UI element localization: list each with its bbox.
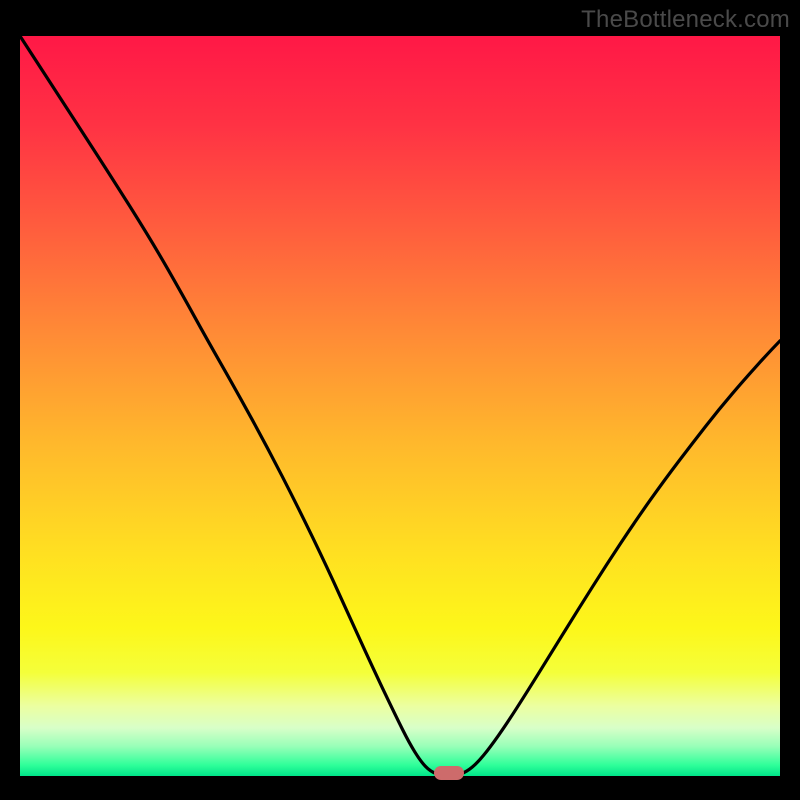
optimal-marker (434, 766, 464, 780)
plot-area (20, 36, 780, 776)
watermark-text: TheBottleneck.com (581, 6, 790, 34)
chart-frame: TheBottleneck.com (0, 0, 800, 800)
bottleneck-curve (20, 36, 780, 776)
